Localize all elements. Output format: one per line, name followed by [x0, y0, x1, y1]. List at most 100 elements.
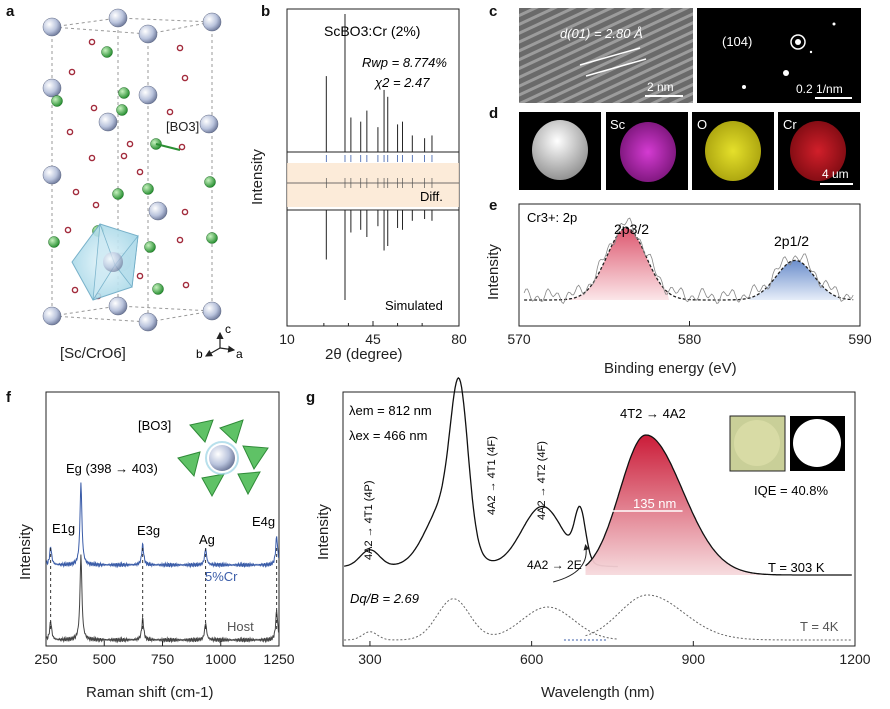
- raman-bo3-label: [BO3]: [138, 418, 171, 433]
- boron-atom: [51, 95, 63, 107]
- xrd-diff-label: Diff.: [420, 189, 443, 204]
- sc-atom: [138, 85, 158, 105]
- oxygen-atom: [88, 38, 96, 46]
- xps-title: Cr3+: 2p: [527, 210, 577, 225]
- xps-curves: [523, 217, 854, 305]
- panel-letter-a: a: [6, 3, 15, 20]
- sc-atom: [202, 301, 222, 321]
- oxygen-atom: [136, 168, 144, 176]
- tick-label: 300: [358, 651, 382, 667]
- axes-compass: [204, 331, 236, 357]
- oxygen-atom: [136, 272, 144, 280]
- oxygen-atom: [181, 74, 189, 82]
- xrd-rwp: Rwp = 8.774%: [362, 55, 447, 70]
- raman-curves: [46, 482, 279, 644]
- sc-atom: [138, 24, 158, 44]
- cro6-octahedron: [71, 223, 139, 301]
- oxygen-atom: [182, 281, 190, 289]
- boron-atom: [101, 46, 113, 58]
- oxygen-atom: [64, 226, 72, 234]
- raman-mode-e4g: E4g: [252, 514, 275, 529]
- oxygen-atom: [176, 236, 184, 244]
- pl-trans-4p: 4A2 → 4T1 (4P): [363, 481, 375, 560]
- sc-atom: [42, 78, 62, 98]
- panel-letter-d: d: [489, 105, 498, 122]
- xps-xlabel: Binding energy (eV): [604, 360, 737, 377]
- ple-303k-curve: [344, 376, 618, 568]
- tick-label: 590: [848, 331, 872, 347]
- oxygen-atom: [88, 154, 96, 162]
- xps-peak2-label: 2p1/2: [774, 233, 809, 249]
- tick-label: 80: [451, 331, 467, 347]
- pl-2e-arrow: [553, 544, 590, 583]
- sc-atom: [138, 312, 158, 332]
- panel-letter-f: f: [6, 389, 12, 406]
- xrd-formula: ScBO3:Cr (2%): [324, 23, 420, 39]
- raman-series-host: Host: [227, 619, 254, 634]
- oxygen-atom: [92, 201, 100, 209]
- oxygen-atom: [126, 140, 134, 148]
- pl-temp-hi: T = 303 K: [768, 560, 825, 575]
- sc-atom: [42, 17, 62, 37]
- xrd-ylabel: Intensity: [249, 149, 266, 205]
- eds-scale-label: 4 um: [822, 167, 849, 181]
- raman-xlabel: Raman shift (cm-1): [86, 684, 214, 701]
- sc-atom: [108, 296, 128, 316]
- boron-atom: [118, 87, 130, 99]
- ple-4k-curve: [344, 598, 618, 641]
- hrtem-image: [519, 8, 693, 103]
- xrd-xlabel: 2θ (degree): [325, 346, 403, 363]
- raman-series-cr: 5%Cr: [205, 569, 238, 584]
- tick-label: 750: [151, 651, 175, 667]
- xps-raw-data: [523, 217, 854, 305]
- sc-atom: [148, 201, 168, 221]
- panel-letter-c: c: [489, 3, 497, 20]
- fringe-marker-2: [585, 58, 647, 77]
- panel-letter-b: b: [261, 3, 270, 20]
- oxygen-atom: [68, 68, 76, 76]
- tick-label: 45: [365, 331, 381, 347]
- boron-atom: [206, 232, 218, 244]
- pl-trans-2e: 4A2 → 2E: [527, 558, 582, 572]
- tick-label: 10: [279, 331, 295, 347]
- tick-label: 1000: [205, 651, 236, 667]
- bo3-structure-inset: [177, 419, 269, 498]
- bo3-label: [BO3]: [166, 119, 199, 134]
- oxygen-atom: [176, 44, 184, 52]
- xps-xticks: 570 580 590: [507, 321, 872, 347]
- hrtem-scale-label: 2 nm: [647, 80, 674, 94]
- panel-b: b ScBO3:Cr (2%) Rwp = 8.774% χ2 = 2.47 D…: [249, 3, 467, 363]
- raman-mode-ag: Ag: [199, 532, 215, 547]
- raman-mode-e3g: E3g: [137, 523, 160, 538]
- pl-xlabel: Wavelength (nm): [541, 684, 655, 701]
- sc-atom: [202, 12, 222, 32]
- panel-letter-g: g: [306, 389, 315, 406]
- boron-atom: [116, 104, 128, 116]
- xrd-simulated-label: Simulated: [385, 298, 443, 313]
- tick-label: 1200: [839, 651, 870, 667]
- oxygen-atom: [181, 208, 189, 216]
- boron-atom: [48, 236, 60, 248]
- panel-c: c d(01) = 2.80 Å 2 nm (104) 0.2 1/nm: [489, 3, 861, 103]
- sc-atom: [199, 114, 219, 134]
- oxygen-atom: [90, 104, 98, 112]
- tick-label: 600: [520, 651, 544, 667]
- oxygen-atom: [120, 152, 128, 160]
- tick-label: 500: [93, 651, 117, 667]
- saed-spot-label: (104): [722, 34, 752, 49]
- panel-a: a [BO3] [Sc/CrO6] c b a: [6, 3, 243, 362]
- saed-scale-label: 0.2 1/nm: [796, 82, 843, 96]
- boron-atom: [112, 188, 124, 200]
- pl-303k-emission-curve: [585, 434, 852, 576]
- raman-trace-cr: [46, 482, 279, 569]
- tick-label: 580: [678, 331, 702, 347]
- sc-atom: [42, 306, 62, 326]
- pl-303k-emission-area: [585, 435, 853, 575]
- pl-emission-label: 4T2 → 4A2: [620, 406, 686, 421]
- eds-cr-label: Cr: [783, 117, 797, 132]
- boron-atom: [204, 176, 216, 188]
- xps-peak-2p1-area: [749, 260, 840, 300]
- oxygen-atom: [66, 128, 74, 136]
- pl-ylabel: Intensity: [315, 504, 332, 560]
